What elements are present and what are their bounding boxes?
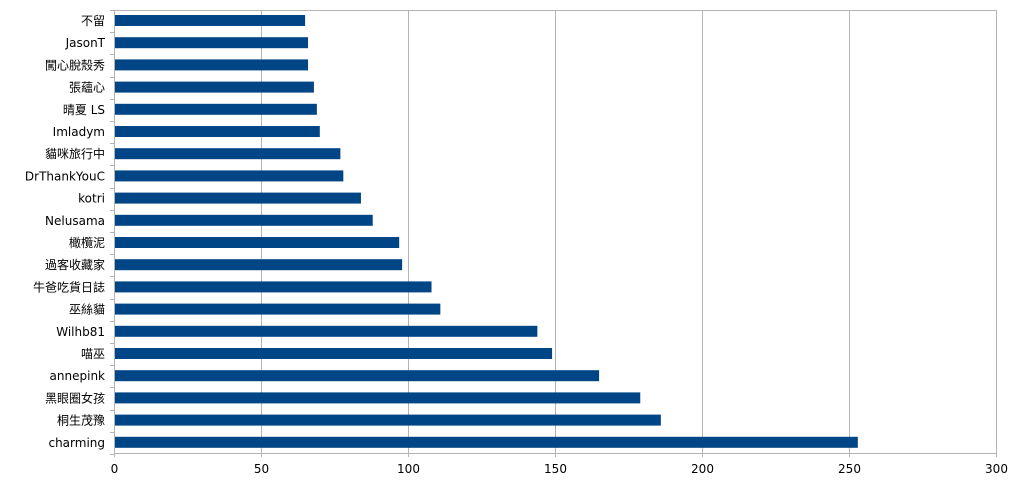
category-label: 桐生茂豫 <box>57 414 105 428</box>
x-tick-label: 100 <box>397 462 420 476</box>
bar <box>114 59 309 71</box>
category-label: charming <box>48 436 105 450</box>
x-tick-label: 0 <box>111 462 119 476</box>
bar <box>114 325 538 337</box>
category-label: Wilhb81 <box>56 325 105 339</box>
bar <box>114 170 344 182</box>
bar <box>114 237 400 248</box>
bar <box>114 392 641 404</box>
bar <box>114 259 403 271</box>
bar <box>114 370 600 382</box>
category-label: 過客收藏家 <box>45 257 105 272</box>
bar-layer <box>114 15 858 448</box>
category-label: 喵巫 <box>81 347 105 361</box>
category-label: Imladym <box>53 125 105 139</box>
bar <box>114 126 320 137</box>
category-label: JasonT <box>65 36 106 50</box>
x-tick-label: 200 <box>691 462 714 476</box>
category-label: Nelusama <box>45 214 105 228</box>
category-label: 巫絲貓 <box>69 302 105 317</box>
bar <box>114 148 341 160</box>
bar <box>114 214 373 226</box>
category-label: 張蘊心 <box>69 81 105 95</box>
x-tick-label: 300 <box>985 462 1008 476</box>
category-label: 黑眼圈女孩 <box>45 390 105 405</box>
category-label: 牛爸吃貨日誌 <box>33 279 105 294</box>
bar <box>114 348 553 359</box>
x-tick-label: 150 <box>544 462 567 476</box>
category-label: 闖心脫殼秀 <box>45 57 105 72</box>
category-label: 不留 <box>81 14 105 28</box>
x-tick-label: 250 <box>838 462 861 476</box>
bar <box>114 192 361 204</box>
category-label: 橄欖泥 <box>69 235 105 250</box>
bar <box>114 15 306 26</box>
category-label: kotri <box>78 192 105 206</box>
grid-layer <box>114 10 997 453</box>
bar <box>114 414 661 426</box>
bar <box>114 436 858 448</box>
category-label: DrThankYouC <box>25 169 105 183</box>
category-label: annepink <box>50 369 106 383</box>
bar <box>114 81 314 93</box>
bar <box>114 281 432 293</box>
axis-layer <box>110 10 997 457</box>
bar <box>114 37 309 49</box>
category-label: 貓咪旅行中 <box>45 146 105 161</box>
bar <box>114 303 441 315</box>
category-label: 晴夏 LS <box>63 103 105 117</box>
bar <box>114 103 317 115</box>
x-tick-label: 50 <box>254 462 269 476</box>
